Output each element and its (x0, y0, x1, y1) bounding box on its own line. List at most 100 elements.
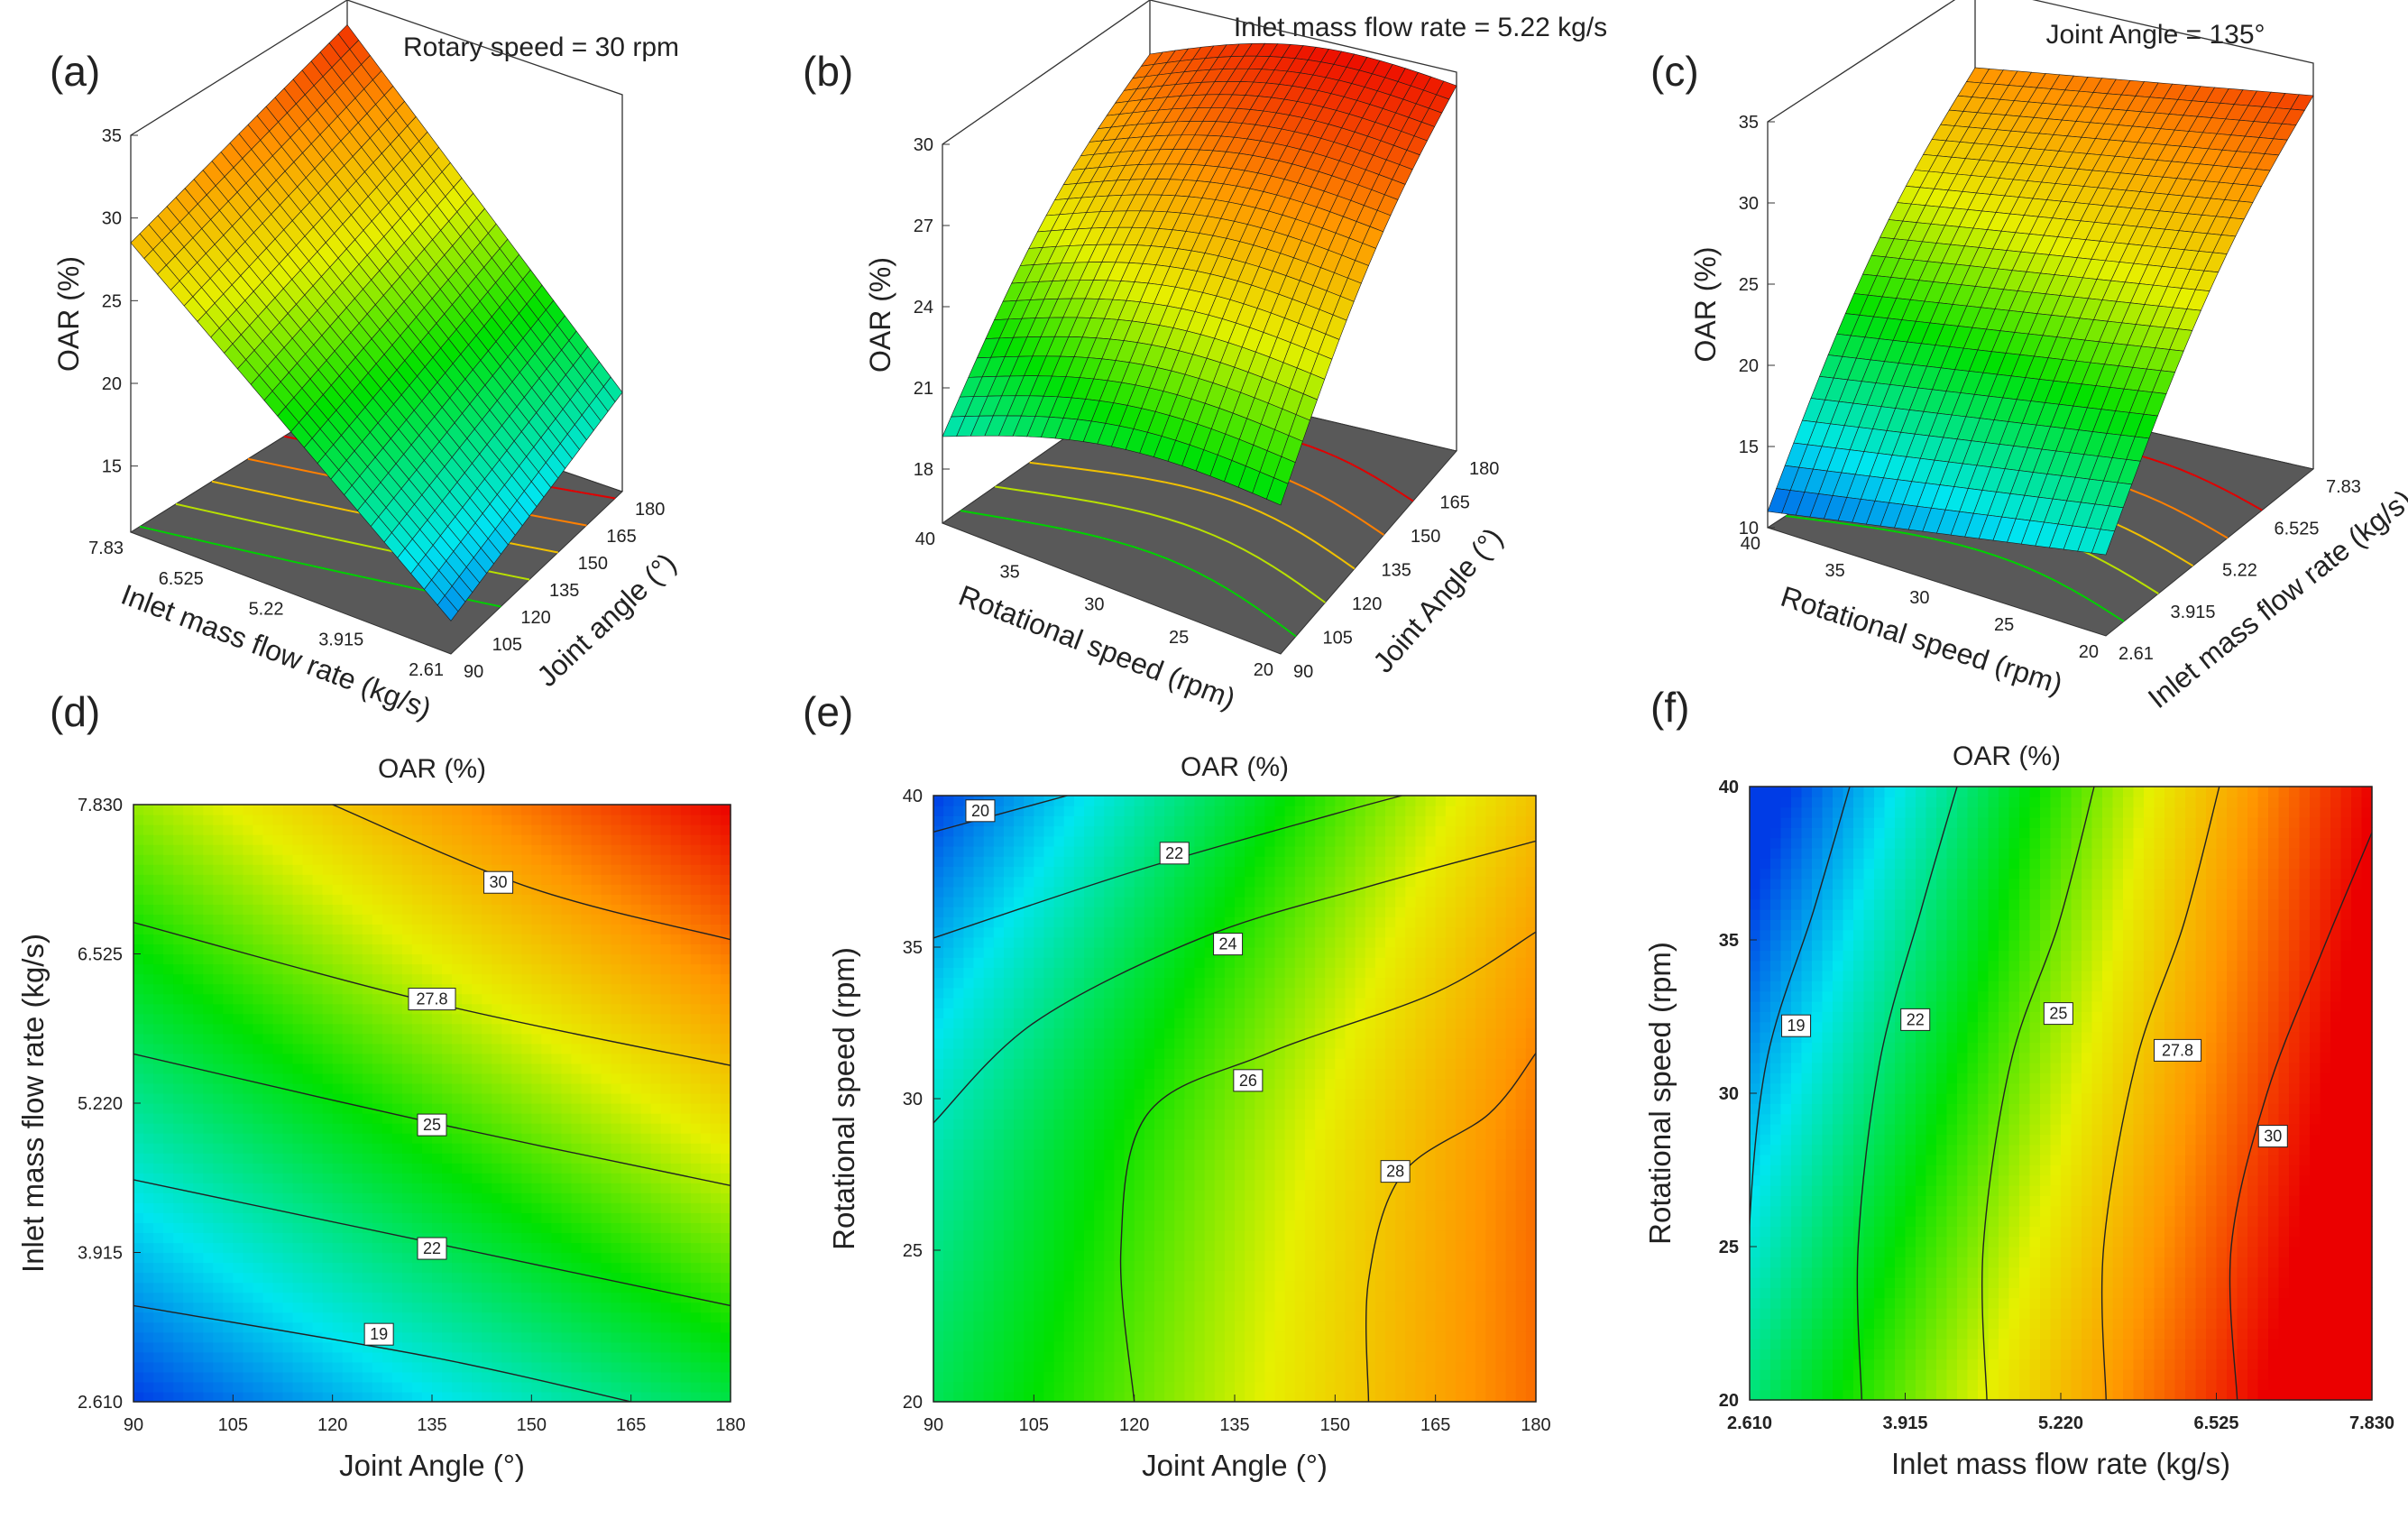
x-tick-label: 90 (1293, 662, 1313, 682)
field-cell (133, 944, 144, 955)
field-cell (262, 1292, 274, 1303)
field-cell (561, 1321, 573, 1333)
field-cell (531, 1173, 542, 1183)
field-cell (482, 824, 492, 835)
field-cell (640, 1003, 652, 1015)
field-cell (551, 1053, 563, 1064)
field-cell (531, 1013, 542, 1025)
field-cell (153, 815, 164, 825)
field-cell (233, 924, 244, 935)
field-cell (292, 1113, 304, 1124)
field-cell (342, 1262, 354, 1274)
field-cell (611, 1183, 622, 1193)
field-cell (282, 1103, 294, 1114)
field-cell (620, 864, 632, 875)
field-cell (153, 1242, 164, 1254)
field-cell (620, 1202, 632, 1213)
field-cell (591, 1103, 602, 1114)
field-cell (262, 1232, 274, 1244)
field-cell (352, 1302, 363, 1313)
field-cell (243, 1272, 253, 1284)
field-cell (133, 1232, 144, 1244)
field-cell (511, 1082, 522, 1094)
field-cell (381, 924, 393, 935)
field-cell (133, 1092, 144, 1104)
field-cell (133, 983, 144, 995)
field-cell (411, 1092, 423, 1104)
field-cell (381, 1262, 393, 1274)
field-cell (541, 973, 552, 985)
field-cell (173, 1202, 184, 1213)
field-cell (541, 924, 552, 935)
field-cell (492, 1003, 502, 1015)
field-cell (472, 1033, 483, 1045)
field-cell (482, 1371, 492, 1383)
field-cell (362, 944, 373, 955)
field-cell (372, 914, 383, 925)
field-cell (492, 934, 502, 945)
field-cell (521, 1351, 532, 1363)
field-cell (322, 1013, 334, 1025)
field-cell (401, 824, 413, 835)
field-cell (501, 1292, 512, 1303)
field-cell (551, 824, 563, 835)
field-cell (511, 983, 522, 995)
field-cell (253, 1133, 264, 1144)
field-cell (452, 815, 463, 825)
field-cell (173, 1212, 184, 1223)
field-cell (262, 1073, 274, 1084)
x-tick-label: 7.83 (2326, 477, 2361, 497)
x-tick-label: 120 (520, 608, 550, 628)
field-cell (482, 1302, 492, 1313)
field-cell (391, 1262, 403, 1274)
field-cell (243, 993, 253, 1005)
field-cell (501, 1232, 512, 1244)
field-cell (163, 1272, 174, 1284)
field-cell (262, 934, 274, 945)
field-cell (262, 884, 274, 895)
field-cell (492, 1143, 502, 1154)
field-cell (262, 1183, 274, 1193)
field-cell (541, 1202, 552, 1213)
field-cell (133, 1202, 144, 1213)
field-cell (233, 993, 244, 1005)
field-cell (551, 1391, 563, 1403)
field-cell (183, 1321, 194, 1333)
field-cell (571, 815, 583, 825)
field-cell (531, 1292, 542, 1303)
field-cell (282, 805, 294, 815)
field-cell (571, 874, 583, 885)
field-cell (492, 993, 502, 1005)
field-cell (381, 1013, 393, 1025)
field-cell (153, 1361, 164, 1373)
field-cell (421, 1013, 433, 1025)
field-cell (571, 1321, 583, 1333)
field-cell (312, 904, 324, 915)
field-cell (561, 1133, 573, 1144)
field-cell (372, 993, 383, 1005)
field-cell (381, 973, 393, 985)
field-cell (391, 1302, 403, 1313)
field-cell (501, 844, 512, 855)
field-cell (611, 1133, 622, 1144)
field-cell (322, 953, 334, 965)
field-cell (650, 1212, 662, 1223)
z-tick-label: 25 (102, 291, 122, 311)
field-cell (173, 1252, 184, 1264)
z-tick-label: 21 (914, 379, 933, 399)
field-cell (571, 1262, 583, 1274)
field-cell (193, 1212, 204, 1223)
field-cell (253, 1103, 264, 1114)
field-cell (253, 1351, 264, 1363)
field-cell (332, 1242, 344, 1254)
field-cell (452, 1113, 463, 1124)
field-cell (302, 1312, 314, 1323)
field-cell (591, 1092, 602, 1104)
field-cell (411, 1153, 423, 1164)
field-cell (411, 1013, 423, 1025)
field-cell (332, 924, 344, 935)
field-cell (381, 805, 393, 815)
field-cell (183, 884, 194, 895)
field-cell (312, 824, 324, 835)
field-cell (581, 1013, 593, 1025)
